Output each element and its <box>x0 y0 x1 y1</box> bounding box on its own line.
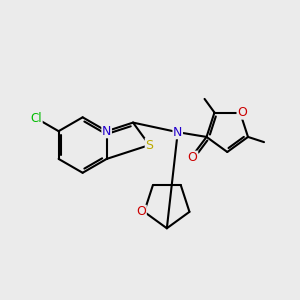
Text: S: S <box>145 139 153 152</box>
Text: O: O <box>136 205 146 218</box>
Text: O: O <box>188 151 198 164</box>
Text: Cl: Cl <box>31 112 42 125</box>
Text: N: N <box>173 126 182 139</box>
Text: N: N <box>102 125 111 138</box>
Text: O: O <box>237 106 247 119</box>
